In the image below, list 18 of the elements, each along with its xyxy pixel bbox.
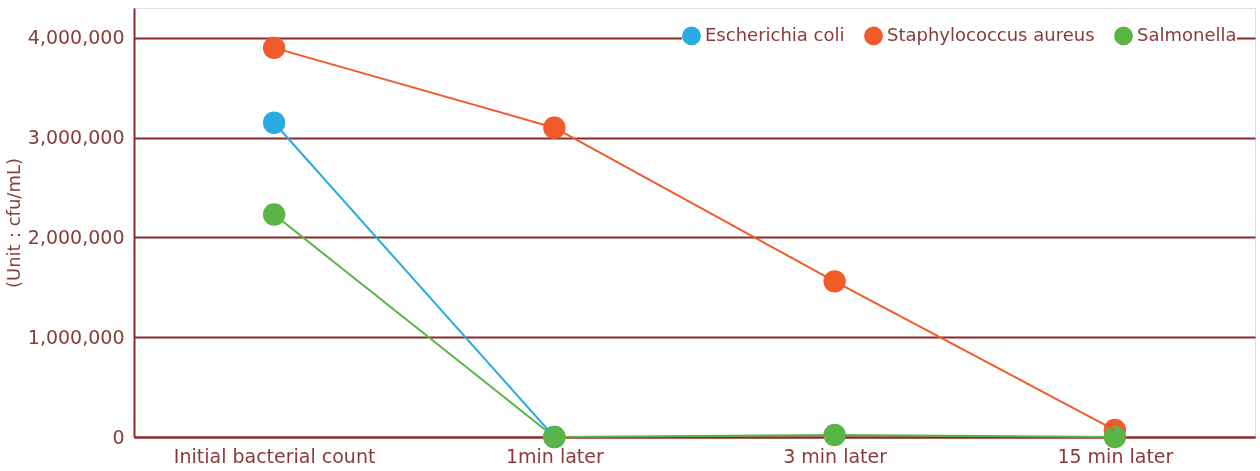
x-tick-label: 15 min later xyxy=(1057,444,1174,467)
legend-label: Salmonella xyxy=(1137,23,1237,45)
y-axis-title: (Unit：cfu/mL) xyxy=(2,158,24,288)
y-tick-label: 3,000,000 xyxy=(27,126,125,149)
point xyxy=(262,203,286,226)
point xyxy=(1103,425,1127,449)
legend-label: Staphylococcus aureus xyxy=(887,23,1095,45)
x-tick-label: 1min later xyxy=(505,444,604,467)
y-tick-label: 1,000,000 xyxy=(27,325,125,348)
y-tick-label: 0 xyxy=(112,425,125,448)
x-tick-label: Initial bacterial count xyxy=(173,444,376,467)
x-tick-label: 3 min later xyxy=(783,444,888,467)
y-tick-label: 4,000,000 xyxy=(27,26,125,49)
y-tick-label: 2,000,000 xyxy=(27,225,125,248)
point xyxy=(823,423,846,447)
point xyxy=(262,36,286,60)
point xyxy=(262,111,286,134)
legend-label: Escherichia coli xyxy=(705,23,845,45)
